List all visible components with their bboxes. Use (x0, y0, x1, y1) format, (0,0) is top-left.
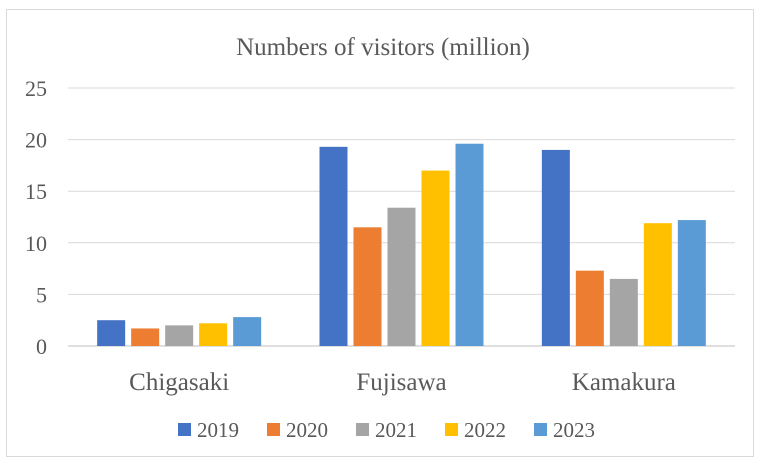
bar-chigasaki-2023 (233, 317, 262, 346)
bar-kamakura-2020 (575, 270, 604, 346)
bar-chigasaki-2019 (97, 320, 126, 346)
bar-fujisawa-2022 (421, 170, 450, 346)
legend-swatch-2022 (445, 423, 458, 436)
bar-chigasaki-2021 (165, 325, 194, 346)
bar-fujisawa-2019 (319, 146, 348, 346)
legend-label: 2022 (464, 418, 506, 442)
legend-label: 2020 (286, 418, 328, 442)
x-tick-label: Chigasaki (129, 369, 229, 396)
bar-kamakura-2022 (643, 223, 672, 346)
y-tick-label: 5 (36, 282, 47, 307)
legend-swatch-2023 (534, 423, 547, 436)
legend-label: 2019 (197, 418, 239, 442)
y-tick-label: 10 (25, 231, 47, 256)
bar-chigasaki-2020 (131, 328, 160, 346)
legend-swatch-2020 (267, 423, 280, 436)
bar-chigasaki-2022 (199, 323, 228, 346)
x-tick-label: Kamakura (572, 369, 676, 396)
bars (97, 143, 706, 346)
bar-kamakura-2023 (677, 220, 706, 346)
legend-label: 2021 (375, 418, 417, 442)
x-axis: Chigasaki Fujisawa Kamakura (129, 369, 676, 396)
bar-kamakura-2021 (609, 278, 638, 346)
chart-title: Numbers of visitors (million) (236, 34, 530, 61)
y-tick-label: 0 (36, 334, 47, 359)
y-tick-label: 20 (25, 128, 47, 153)
legend-swatch-2019 (178, 423, 191, 436)
legend-label: 2023 (553, 418, 595, 442)
y-axis: 0 5 10 15 20 25 (25, 76, 47, 359)
x-tick-label: Fujisawa (356, 369, 446, 396)
bar-fujisawa-2020 (353, 227, 382, 346)
legend-swatch-2021 (356, 423, 369, 436)
bar-fujisawa-2023 (455, 143, 484, 346)
bar-kamakura-2019 (541, 149, 570, 346)
y-tick-label: 25 (25, 76, 47, 101)
bar-fujisawa-2021 (387, 207, 416, 346)
legend: 2019 2020 2021 2022 2023 (178, 418, 595, 442)
y-tick-label: 15 (25, 179, 47, 204)
